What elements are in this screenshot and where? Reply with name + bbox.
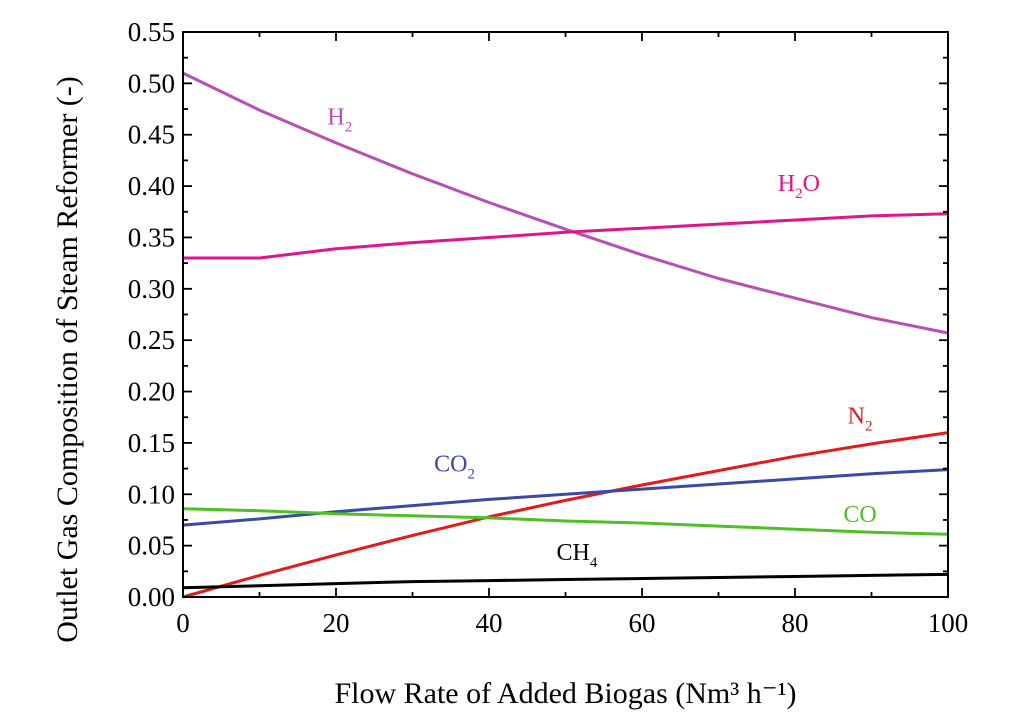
series-line-ch4 xyxy=(182,572,949,590)
y-tick-label: 0.45 xyxy=(128,120,175,150)
x-tick-label: 80 xyxy=(782,608,809,638)
x-tick-label: 0 xyxy=(176,608,190,638)
y-tick-label: 0.05 xyxy=(128,531,175,561)
y-tick-label: 0.20 xyxy=(128,377,175,407)
series-line-co2 xyxy=(182,468,949,527)
series-label-ch4: CH4 xyxy=(557,540,598,571)
y-tick-label: 0.35 xyxy=(128,222,175,252)
y-tick-label: 0.55 xyxy=(128,17,175,47)
series-line-h2o xyxy=(183,212,949,260)
y-tick-label: 0.15 xyxy=(128,428,175,458)
y-tick-label: 0.50 xyxy=(128,68,175,98)
x-tick-label: 20 xyxy=(323,608,350,638)
x-tick-label: 60 xyxy=(629,608,656,638)
y-tick-label: 0.40 xyxy=(128,171,175,201)
series-label-h2: H2 xyxy=(327,104,352,135)
y-tick-label: 0.10 xyxy=(128,479,175,509)
series-line-n2 xyxy=(182,431,949,599)
x-tick-label: 100 xyxy=(928,608,969,638)
x-axis-title: Flow Rate of Added Biogas (Nm³ h⁻¹) xyxy=(334,677,796,710)
x-tick-label: 40 xyxy=(476,608,503,638)
y-tick-label: 0.25 xyxy=(128,325,175,355)
series-label-co: CO xyxy=(843,502,876,528)
y-tick-label: 0.30 xyxy=(128,274,175,304)
series-line-h2 xyxy=(182,71,949,335)
series-label-co2: CO2 xyxy=(434,452,475,483)
y-tick-label: 0.00 xyxy=(128,582,175,612)
series-line-co xyxy=(182,507,949,536)
series-label-n2: N2 xyxy=(848,403,873,434)
series-label-h2o: H2O xyxy=(778,171,820,202)
y-axis-title: Outlet Gas Composition of Steam Reformer… xyxy=(51,76,84,643)
